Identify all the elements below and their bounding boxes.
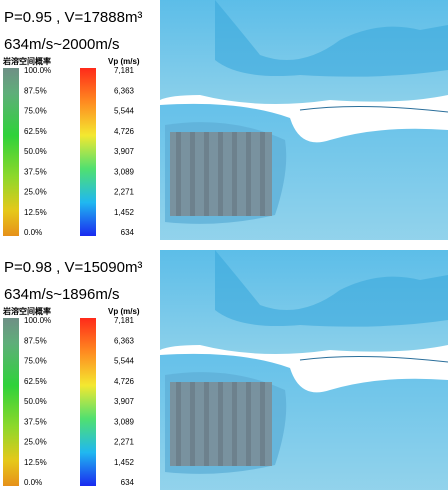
block-stripe: [204, 132, 209, 216]
colorbar-label: Vp (m/s): [108, 307, 140, 316]
colorbar-tick: 634: [121, 228, 135, 237]
colorbar-tick: 75.0%: [24, 107, 47, 116]
colorbar-tick: 4,726: [114, 127, 135, 136]
colorbar-tick: 50.0%: [24, 397, 47, 406]
block-stripe: [176, 132, 181, 216]
colorbar-tick: 3,089: [114, 167, 135, 176]
colorbar-tick: 0.0%: [24, 228, 42, 237]
colorbar-tick: 5,544: [114, 357, 135, 366]
colorbar-tick: 7,181: [114, 316, 135, 325]
colorbar-tick: 2,271: [114, 438, 135, 447]
panel: P=0.98 , V=15090m³ 634m/s~1896m/s 岩溶空间概率10…: [2, 250, 448, 490]
block-stripe: [246, 382, 251, 466]
block-stripe: [176, 382, 181, 466]
rendering: [160, 250, 448, 490]
colorbar-tick: 634: [121, 478, 135, 487]
colorbar-tick: 100.0%: [24, 66, 51, 75]
block-stripe: [218, 382, 223, 466]
block-stripe: [190, 132, 195, 216]
colorbar-tick: 6,363: [114, 336, 135, 345]
block-stripe: [218, 132, 223, 216]
edge-line: [299, 105, 448, 113]
colorbar-scale: [80, 318, 96, 486]
title: P=0.98 , V=15090m³: [4, 259, 142, 276]
colorbar-tick: 12.5%: [24, 458, 47, 467]
colorbar-tick: 12.5%: [24, 208, 47, 217]
colorbar-tick: 87.5%: [24, 336, 47, 345]
colorbar-tick: 0.0%: [24, 478, 42, 487]
colorbar-tick: 37.5%: [24, 417, 47, 426]
colorbar-tick: 1,452: [114, 208, 135, 217]
block-stripe: [260, 132, 265, 216]
colorbar-tick: 25.0%: [24, 188, 47, 197]
colorbar-tick: 3,089: [114, 417, 135, 426]
colorbar-scale: [3, 68, 19, 236]
title: P=0.95 , V=17888m³: [4, 9, 142, 26]
edge-line: [299, 355, 448, 363]
velocity-range: 634m/s~2000m/s: [4, 36, 119, 53]
block-stripe: [260, 382, 265, 466]
colorbar-tick: 62.5%: [24, 377, 47, 386]
block-stripe: [232, 382, 237, 466]
block-stripe: [246, 132, 251, 216]
colorbar-tick: 3,907: [114, 147, 135, 156]
colorbar-tick: 50.0%: [24, 147, 47, 156]
colorbar-tick: 62.5%: [24, 127, 47, 136]
panel: P=0.95 , V=17888m³ 634m/s~2000m/s 岩溶空间概率10…: [2, 0, 448, 240]
upper-ridge: [215, 0, 448, 77]
colorbar: Vp (m/s)7,181 6,363 5,544 4,726 3,907 3,089 2,…: [80, 57, 140, 237]
colorbar-tick: 100.0%: [24, 316, 51, 325]
colorbar-tick: 4,726: [114, 377, 135, 386]
block-stripe: [204, 382, 209, 466]
colorbar-tick: 37.5%: [24, 167, 47, 176]
colorbar-scale: [3, 318, 19, 486]
colorbar-tick: 3,907: [114, 397, 135, 406]
block-stripe: [190, 382, 195, 466]
colorbar-tick: 1,452: [114, 458, 135, 467]
colorbar-tick: 7,181: [114, 66, 135, 75]
block-stripe: [232, 132, 237, 216]
colorbar-tick: 5,544: [114, 107, 135, 116]
rendering: [160, 0, 448, 240]
colorbar: Vp (m/s)7,181 6,363 5,544 4,726 3,907 3,089 2,…: [80, 307, 140, 487]
upper-ridge: [215, 250, 448, 327]
velocity-range: 634m/s~1896m/s: [4, 286, 119, 303]
colorbar-tick: 87.5%: [24, 86, 47, 95]
colorbar-label: Vp (m/s): [108, 57, 140, 66]
colorbar-label: 岩溶空间概率: [2, 306, 51, 316]
colorbar-tick: 25.0%: [24, 438, 47, 447]
colorbar-scale: [80, 68, 96, 236]
colorbar-label: 岩溶空间概率: [2, 56, 51, 66]
colorbar-tick: 6,363: [114, 86, 135, 95]
colorbar-tick: 2,271: [114, 188, 135, 197]
colorbar-tick: 75.0%: [24, 357, 47, 366]
